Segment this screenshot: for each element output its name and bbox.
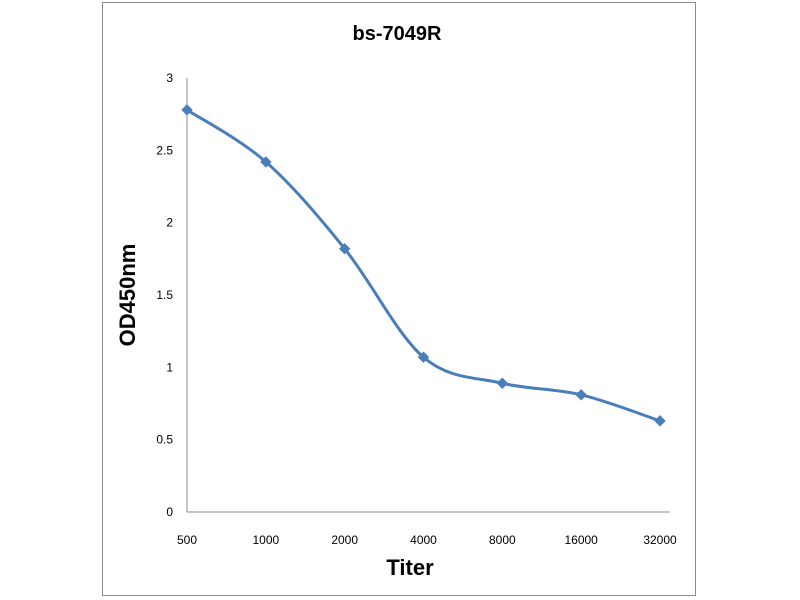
y-tick-label: 1 (166, 360, 173, 374)
y-tick-label: 2.5 (156, 143, 173, 157)
data-point (417, 351, 430, 363)
tick-labels: 0 0.5 1 1.5 2 2.5 3 500 1000 2000 4000 8000 16000 320… (156, 71, 677, 547)
x-tick-label: 1000 (252, 533, 279, 547)
x-tick-label: 32000 (643, 533, 677, 547)
y-tick-label: 0 (166, 505, 173, 519)
series-line (186, 108, 661, 423)
y-tick-label: 2 (166, 216, 173, 230)
x-tick-label: 8000 (489, 533, 516, 547)
data-point (338, 242, 351, 255)
axes (186, 78, 670, 513)
data-point (260, 156, 272, 168)
data-point (496, 377, 509, 389)
data-point (181, 104, 193, 116)
chart-frame (102, 2, 696, 596)
x-tick-label: 500 (177, 533, 197, 547)
x-tick-label: 16000 (564, 533, 598, 547)
x-tick-label: 2000 (331, 533, 358, 547)
series (181, 104, 666, 427)
y-tick-label: 1.5 (156, 288, 173, 302)
data-point (654, 415, 666, 427)
y-axis-title: OD450nm (115, 244, 140, 347)
y-tick-label: 0.5 (156, 433, 173, 447)
x-axis-title: Titer (386, 555, 434, 580)
x-tick-label: 4000 (410, 533, 437, 547)
y-tick-label: 3 (166, 71, 173, 85)
data-point (575, 389, 587, 401)
chart-title: bs-7049R (353, 23, 442, 45)
